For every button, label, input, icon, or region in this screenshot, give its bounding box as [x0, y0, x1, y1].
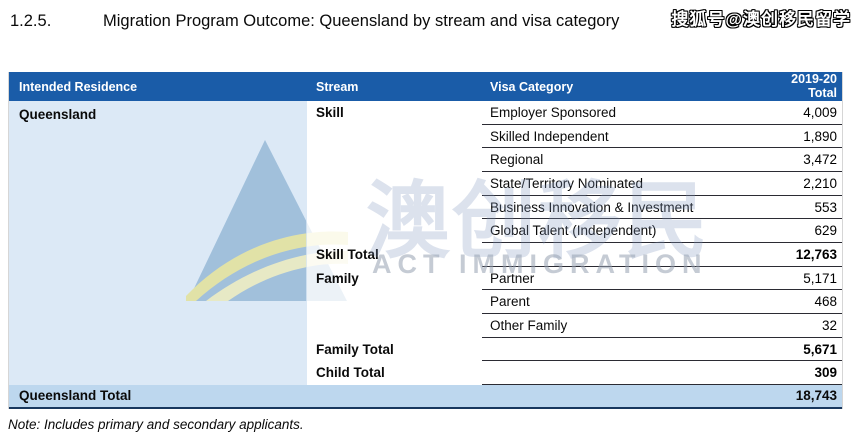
- visa-category-cell: Partner: [490, 270, 535, 286]
- total-value-cell: 468: [814, 294, 837, 310]
- stream-cell: Family Total: [316, 341, 394, 357]
- total-value-cell: 3,472: [803, 152, 837, 168]
- table-row: Other Family 32: [9, 314, 842, 338]
- stream-cell: Child Total: [316, 365, 385, 381]
- table-row: Global Talent (Independent) 629: [9, 219, 842, 244]
- table-row: State/Territory Nominated 2,210: [9, 172, 842, 196]
- table-row: Family Total 5,671: [9, 338, 842, 362]
- intended-residence-label: Queensland: [19, 107, 97, 122]
- stream-cell: [307, 196, 482, 220]
- visa-value-group: 12,763: [482, 243, 842, 267]
- total-value-cell: 553: [814, 199, 837, 215]
- visa-value-group: Employer Sponsored 4,009: [482, 101, 842, 125]
- col-header-intended-residence: Intended Residence: [19, 80, 138, 94]
- grand-total-value: 18,743: [795, 388, 837, 403]
- table-row: Child Total 309: [9, 361, 842, 386]
- table-body: Queensland Skill Employer Sponsored 4,009 S…: [9, 101, 842, 386]
- total-value-cell: 12,763: [795, 247, 837, 263]
- visa-value-group: Other Family 32: [482, 314, 842, 338]
- grand-total-label: Queensland Total: [19, 388, 132, 403]
- visa-category-cell: Business Innovation & Investment: [490, 199, 694, 215]
- visa-category-cell: Global Talent (Independent): [490, 223, 657, 239]
- visa-category-cell: State/Territory Nominated: [490, 176, 644, 192]
- visa-value-group: State/Territory Nominated 2,210: [482, 172, 842, 196]
- visa-category-cell: Employer Sponsored: [490, 105, 617, 120]
- visa-category-cell: Regional: [490, 152, 544, 168]
- visa-value-group: 5,671: [482, 338, 842, 362]
- visa-value-group: 309: [482, 361, 842, 386]
- table-row: Skill Employer Sponsored 4,009: [9, 101, 842, 125]
- table-row: Skill Total 12,763: [9, 243, 842, 267]
- table-row: Parent 468: [9, 290, 842, 315]
- table-row: Family Partner 5,171: [9, 267, 842, 291]
- col-header-visa-category: Visa Category: [490, 80, 574, 94]
- visa-category-cell: [482, 243, 734, 266]
- col-header-total-word: Total: [808, 85, 837, 100]
- total-value-cell: 309: [814, 365, 837, 381]
- visa-value-group: Business Innovation & Investment 553: [482, 196, 842, 220]
- col-header-stream: Stream: [316, 80, 359, 94]
- page-title: Migration Program Outcome: Queensland by…: [103, 12, 620, 30]
- table-row: Skilled Independent 1,890: [9, 125, 842, 149]
- migration-outcome-table: Intended Residence Stream Visa Category …: [8, 72, 843, 409]
- col-header-total: 2019-20 Total: [730, 72, 842, 101]
- grand-total-row: Queensland Total 18,743: [9, 385, 842, 409]
- stream-cell: [307, 314, 482, 338]
- stream-cell: [307, 148, 482, 172]
- section-number: 1.2.5.: [10, 12, 52, 30]
- total-value-cell: 4,009: [803, 105, 837, 120]
- stream-cell: Skill: [316, 105, 344, 120]
- note-text: Note: Includes primary and secondary app…: [8, 417, 304, 432]
- visa-category-cell: Other Family: [490, 318, 568, 334]
- stream-cell: [307, 125, 482, 149]
- visa-category-cell: [482, 338, 734, 361]
- stream-cell: [307, 290, 482, 314]
- total-value-cell: 629: [814, 223, 837, 239]
- visa-value-group: Skilled Independent 1,890: [482, 125, 842, 149]
- visa-value-group: Parent 468: [482, 290, 842, 315]
- col-header-total-year: 2019-20: [791, 72, 837, 86]
- visa-value-group: Regional 3,472: [482, 148, 842, 173]
- stream-cell: [307, 172, 482, 196]
- total-value-cell: 5,171: [803, 270, 837, 286]
- total-value-cell: 5,671: [803, 341, 837, 357]
- visa-value-group: Partner 5,171: [482, 267, 842, 291]
- table-row: Regional 3,472: [9, 148, 842, 173]
- table-row: Business Innovation & Investment 553: [9, 196, 842, 220]
- total-value-cell: 32: [821, 318, 837, 334]
- total-value-cell: 1,890: [803, 128, 837, 144]
- total-value-cell: 2,210: [803, 176, 837, 192]
- stream-cell: Family: [316, 270, 359, 286]
- stream-cell: [307, 219, 482, 243]
- visa-category-cell: [482, 361, 734, 384]
- stream-cell: Skill Total: [316, 247, 379, 263]
- sohu-account-watermark: 搜狐号@澳创移民留学: [671, 10, 851, 29]
- visa-value-group: Global Talent (Independent) 629: [482, 219, 842, 244]
- visa-category-cell: Skilled Independent: [490, 128, 609, 144]
- visa-category-cell: Parent: [490, 294, 530, 310]
- table-header-row: Intended Residence Stream Visa Category …: [9, 72, 842, 101]
